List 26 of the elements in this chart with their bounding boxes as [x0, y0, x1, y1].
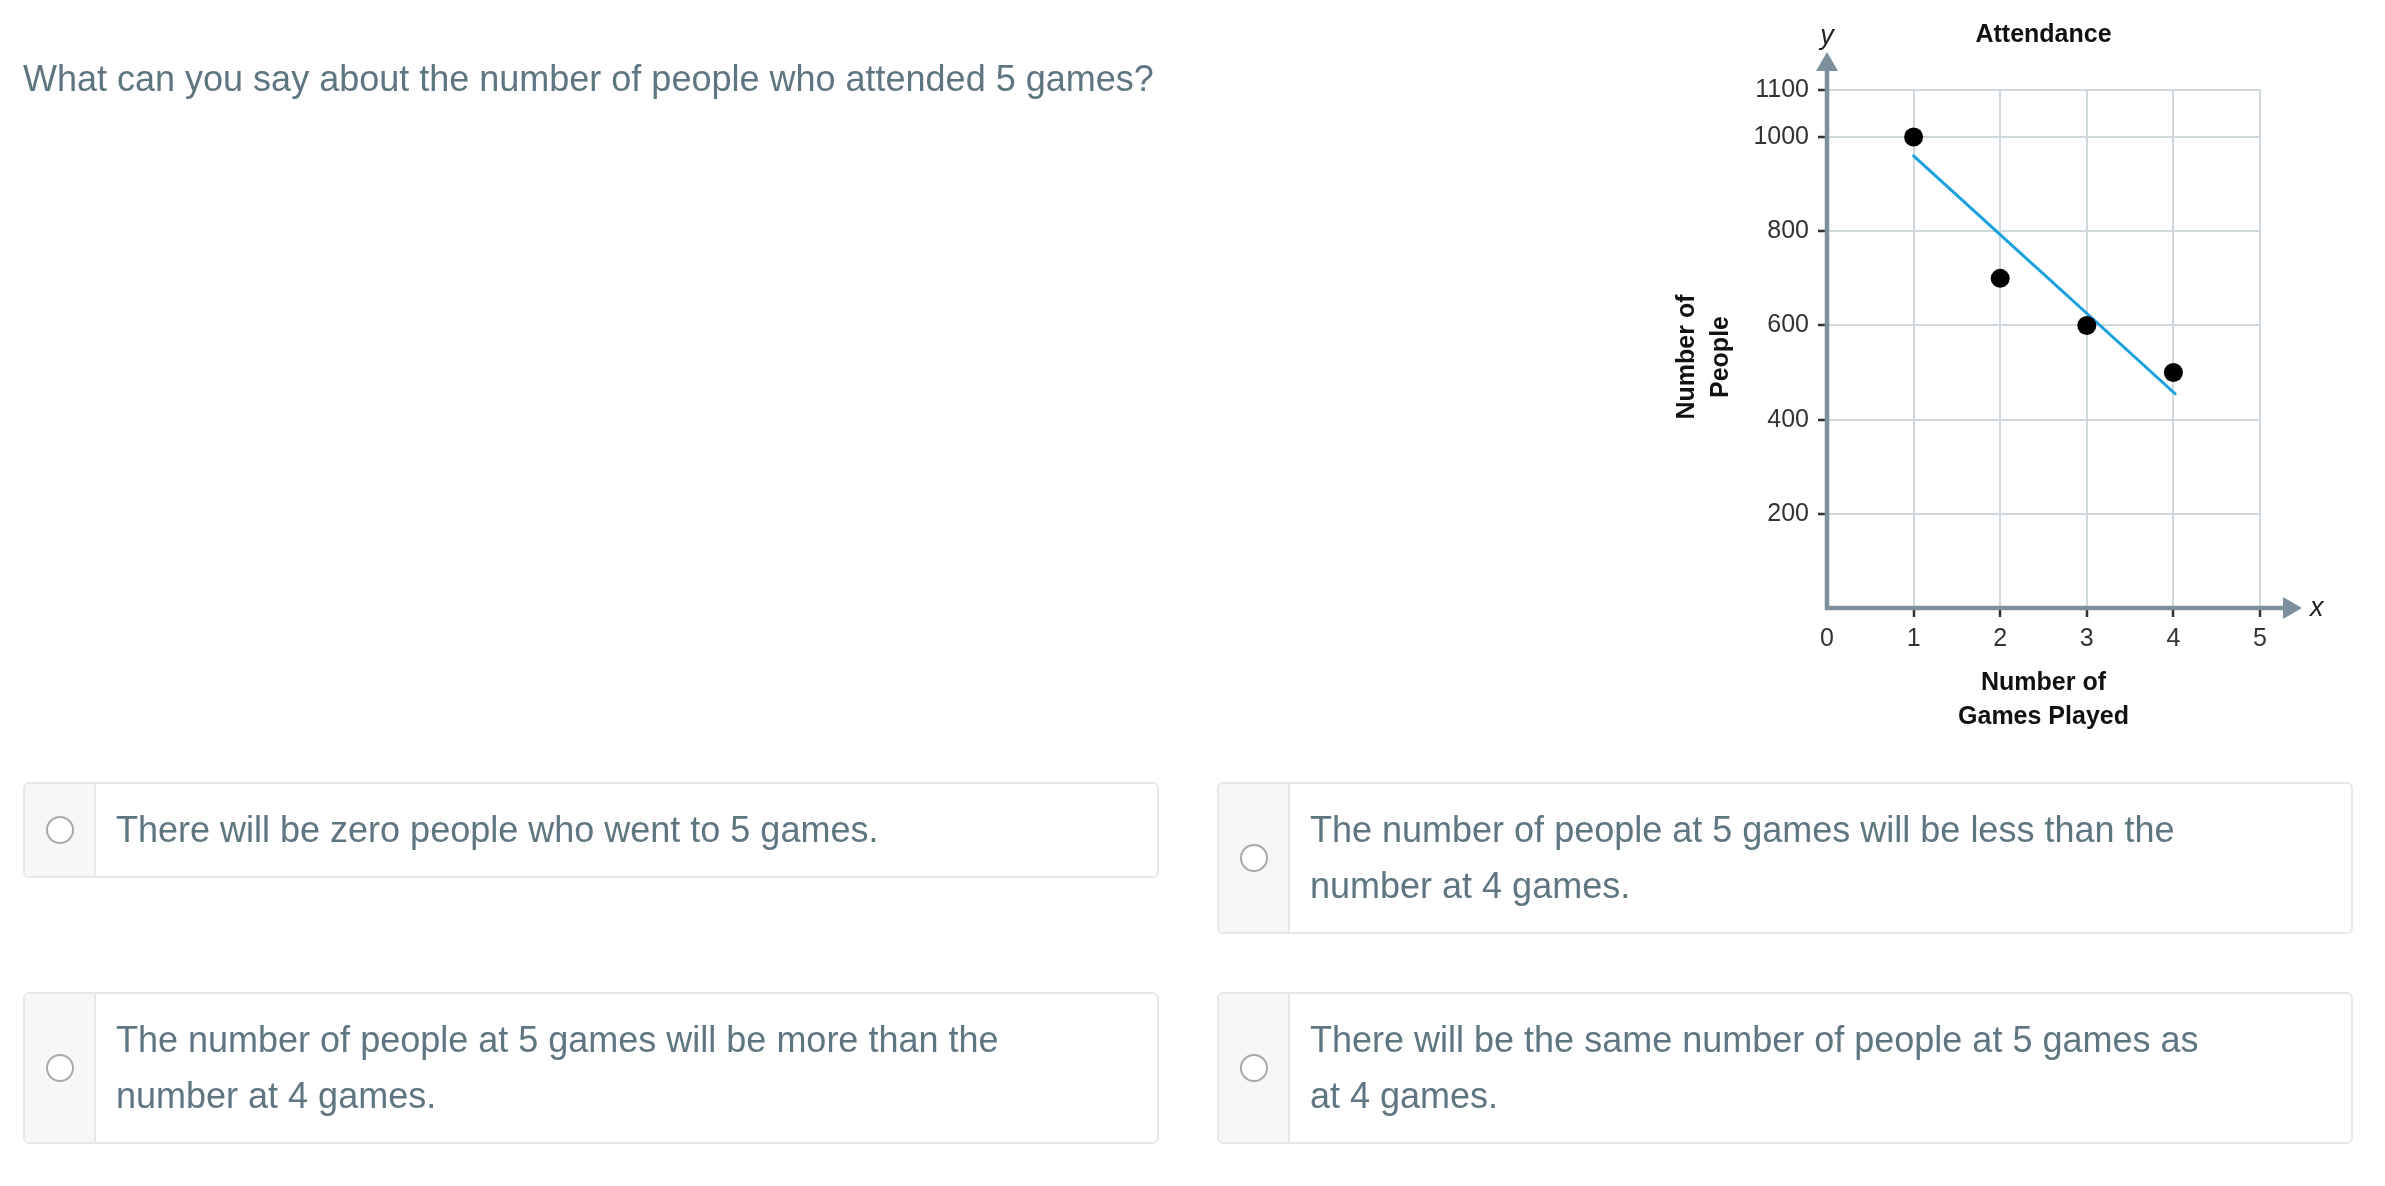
- x-tick-label: 4: [2166, 622, 2181, 651]
- text: There will be the same number of people at 5 games as at 4 games.: [1309, 1018, 2200, 1118]
- x-axis-title: Number of Games Played: [1958, 667, 2129, 729]
- text: The number of people at 5 games will be less than the number at 4 games.: [1309, 808, 2176, 908]
- chart-title: Attendance: [1975, 19, 2112, 47]
- y-tick-label: 200: [1767, 497, 1809, 526]
- y-tick-label: 800: [1767, 215, 1809, 244]
- text: What can you say about the number of people who attended 5 games?: [23, 57, 1154, 101]
- text: x: [2308, 591, 2325, 622]
- text: The number of people at 5 games will be more than the number at 4 games.: [115, 1018, 1000, 1118]
- x-tick-label: 2: [1993, 622, 2008, 651]
- point: [2077, 315, 2097, 335]
- y-axis-title: Number of People: [1671, 293, 1733, 420]
- text: y: [1818, 20, 1836, 50]
- point: [2163, 363, 2183, 383]
- x-tick-label: 3: [2079, 622, 2094, 651]
- x-tick-label: 0: [1820, 622, 1834, 651]
- y-tick-label: 1100: [1755, 73, 1809, 102]
- text: There will be zero people who went to 5 games.: [115, 808, 880, 852]
- y-tick-label: 1000: [1753, 120, 1809, 149]
- point: [1990, 268, 2010, 288]
- point: [1904, 127, 1924, 147]
- x-tick-label: 1: [1906, 622, 1921, 651]
- x-tick-label: 5: [2253, 622, 2267, 651]
- y-tick-label: 600: [1767, 309, 1809, 338]
- y-tick-label: 400: [1767, 403, 1809, 432]
